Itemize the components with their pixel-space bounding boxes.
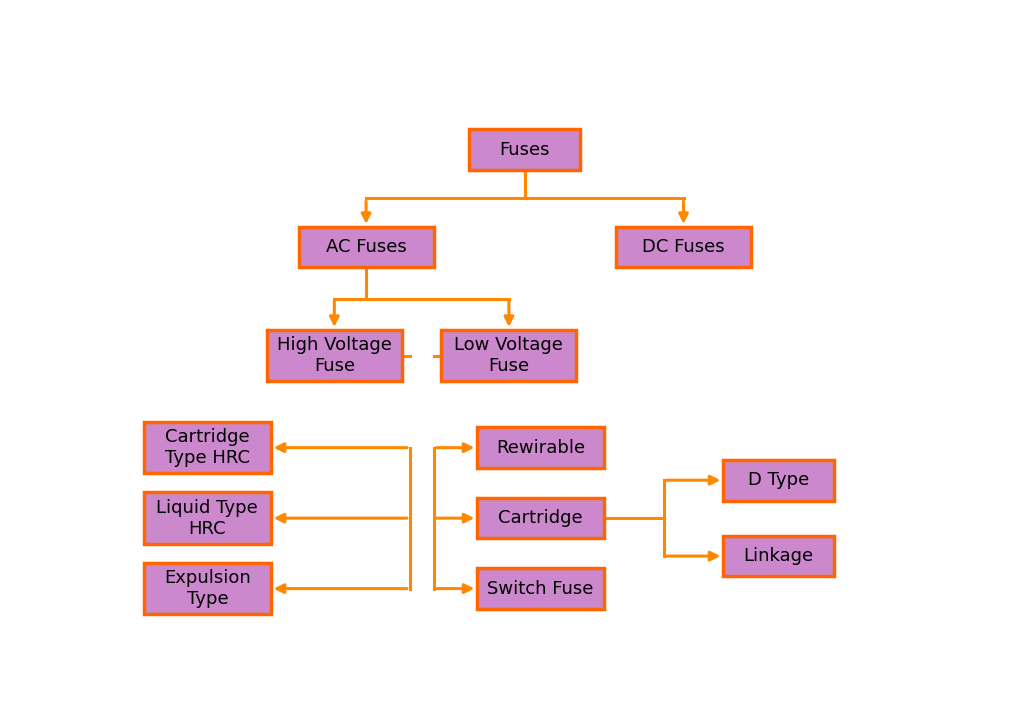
FancyBboxPatch shape (723, 460, 835, 501)
Text: AC Fuses: AC Fuses (326, 238, 407, 256)
Text: Expulsion
Type: Expulsion Type (164, 570, 251, 608)
FancyBboxPatch shape (723, 536, 835, 577)
Text: Cartridge: Cartridge (499, 509, 583, 527)
FancyBboxPatch shape (477, 568, 604, 609)
Text: D Type: D Type (749, 471, 809, 489)
FancyBboxPatch shape (143, 492, 270, 544)
FancyBboxPatch shape (469, 130, 581, 170)
Text: Switch Fuse: Switch Fuse (487, 579, 594, 598)
Text: Cartridge
Type HRC: Cartridge Type HRC (165, 428, 250, 467)
FancyBboxPatch shape (616, 227, 751, 268)
FancyBboxPatch shape (267, 329, 401, 382)
Text: High Voltage
Fuse: High Voltage Fuse (276, 336, 392, 375)
Text: DC Fuses: DC Fuses (642, 238, 725, 256)
Text: Liquid Type
HRC: Liquid Type HRC (157, 498, 258, 538)
Text: Fuses: Fuses (500, 141, 550, 158)
FancyBboxPatch shape (143, 422, 270, 473)
FancyBboxPatch shape (143, 563, 270, 615)
Text: Linkage: Linkage (743, 547, 814, 565)
Text: Low Voltage
Fuse: Low Voltage Fuse (455, 336, 563, 375)
Text: Rewirable: Rewirable (496, 439, 586, 457)
FancyBboxPatch shape (477, 427, 604, 468)
FancyBboxPatch shape (299, 227, 433, 268)
FancyBboxPatch shape (441, 329, 577, 382)
FancyBboxPatch shape (477, 498, 604, 539)
